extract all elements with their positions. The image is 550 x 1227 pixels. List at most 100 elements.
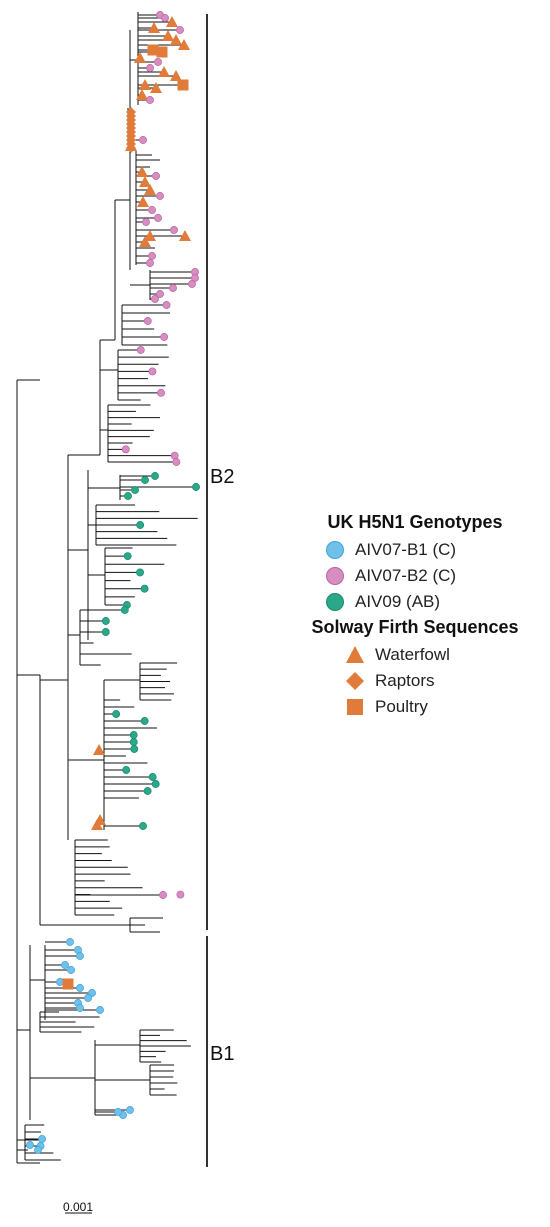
tree-branches <box>16 12 198 1164</box>
legend-item-waterfowl: Waterfowl <box>345 642 545 668</box>
tip-marker-circle <box>76 984 84 992</box>
tip-marker-triangle <box>139 176 151 187</box>
tip-marker-circle <box>131 486 139 494</box>
tip-marker-circle <box>76 1004 84 1012</box>
tip-marker-circle <box>126 1106 134 1114</box>
tip-marker-circle <box>136 521 145 529</box>
tip-marker-triangle <box>144 184 156 195</box>
tip-marker-circle <box>151 295 159 303</box>
tip-marker-triangle <box>170 70 182 81</box>
tip-marker-circle <box>162 301 171 309</box>
tip-marker-circle <box>170 226 178 234</box>
tip-marker-triangle <box>93 744 105 755</box>
tip-marker-circle <box>34 1146 42 1154</box>
square-icon <box>345 697 365 717</box>
tip-marker-circle <box>160 333 169 341</box>
tip-marker-circle <box>122 766 131 774</box>
tip-marker-circle <box>129 731 138 739</box>
tip-marker-triangle <box>91 819 103 830</box>
legend-label: AIV07-B2 (C) <box>355 566 457 585</box>
tip-marker-circle <box>140 717 149 725</box>
legend-label: Poultry <box>375 697 428 716</box>
tip-marker-circle <box>140 584 149 593</box>
tip-marker-circle <box>169 284 177 292</box>
tip-marker-circle <box>154 58 162 66</box>
tip-marker-circle <box>151 780 160 788</box>
legend-label: Raptors <box>375 671 435 690</box>
tip-marker-circle <box>148 252 156 260</box>
tip-marker-circle <box>146 259 154 267</box>
tip-marker-circle <box>152 172 160 180</box>
scale-bar-label: 0.001 <box>63 1200 93 1214</box>
legend-label: AIV07-B1 (C) <box>355 540 457 559</box>
circle-icon <box>325 592 345 612</box>
tip-marker-square <box>156 46 168 58</box>
legend-sequences-title: Solway Firth Sequences <box>311 617 519 637</box>
tip-marker-circle <box>76 952 84 960</box>
tip-marker-circle <box>159 891 167 899</box>
tip-marker-triangle <box>150 82 162 93</box>
tip-marker-circle <box>148 773 157 781</box>
legend-item-aiv09: AIV09 (AB) <box>325 589 545 615</box>
tip-marker-circle <box>129 738 138 746</box>
tip-marker-square <box>177 79 189 91</box>
tip-marker-circle <box>146 96 154 104</box>
tip-marker-circle <box>143 317 152 325</box>
tip-marker-triangle <box>170 34 182 45</box>
tip-marker-circle <box>26 1141 34 1149</box>
legend-item-aiv07-b1: AIV07-B1 (C) <box>325 537 545 563</box>
diamond-icon <box>345 671 365 691</box>
legend-label: AIV09 (AB) <box>355 592 441 611</box>
tip-marker-circle <box>142 218 150 226</box>
legend-label: Waterfowl <box>375 645 450 664</box>
tip-marker-circle <box>136 346 145 354</box>
legend-genotypes-title: UK H5N1 Genotypes <box>327 512 503 532</box>
tip-marker-triangle <box>148 22 160 33</box>
tip-marker-triangle <box>158 66 170 77</box>
legend-item-raptors: Raptors <box>345 668 545 694</box>
circle-icon <box>325 566 345 586</box>
tip-marker-circle <box>130 745 139 753</box>
tip-marker-circle <box>84 994 92 1002</box>
tip-marker-circle <box>148 206 156 214</box>
tip-marker-circle <box>139 822 147 830</box>
tip-marker-circle <box>123 552 132 561</box>
tip-marker-triangle <box>137 196 149 207</box>
tip-marker-circle <box>188 280 196 288</box>
tip-marker-circle <box>151 472 159 480</box>
tip-marker-circle <box>112 710 121 718</box>
triangle-icon <box>345 645 365 665</box>
clade-label-b1: B1 <box>210 1043 234 1065</box>
tip-marker-circle <box>67 966 75 974</box>
tip-marker-triangle <box>179 230 191 241</box>
tip-marker-circle <box>141 476 149 484</box>
tip-marker-circle <box>121 445 130 454</box>
tip-marker-triangle <box>125 140 137 151</box>
tip-marker-circle <box>120 606 129 614</box>
tip-marker-square <box>62 978 74 990</box>
tip-marker-triangle <box>144 230 156 241</box>
tip-marker-circle <box>124 492 132 500</box>
tree-tip-markers <box>26 11 200 1154</box>
tip-marker-triangle <box>139 79 151 90</box>
clade-label-b2: B2 <box>210 466 234 488</box>
tip-marker-circle <box>154 214 162 222</box>
tip-marker-circle <box>148 367 157 376</box>
tip-marker-triangle <box>136 89 148 100</box>
tip-marker-circle <box>156 192 164 200</box>
legend-item-aiv07-b2: AIV07-B2 (C) <box>325 563 545 589</box>
tip-marker-circle <box>139 136 147 144</box>
tip-marker-triangle <box>139 236 151 247</box>
tip-marker-circle <box>136 568 145 577</box>
legend: UK H5N1 Genotypes AIV07-B1 (C) AIV07-B2 … <box>285 510 545 720</box>
tip-marker-circle <box>157 388 165 397</box>
tip-marker-circle <box>101 617 110 625</box>
tip-marker-circle <box>114 1108 122 1116</box>
tip-marker-circle <box>192 483 200 491</box>
tip-marker-circle <box>172 458 181 466</box>
tip-marker-triangle <box>178 39 190 50</box>
circle-icon <box>325 540 345 560</box>
tip-marker-circle <box>176 26 184 34</box>
tip-marker-circle <box>38 1135 46 1143</box>
tip-marker-circle <box>176 890 185 899</box>
